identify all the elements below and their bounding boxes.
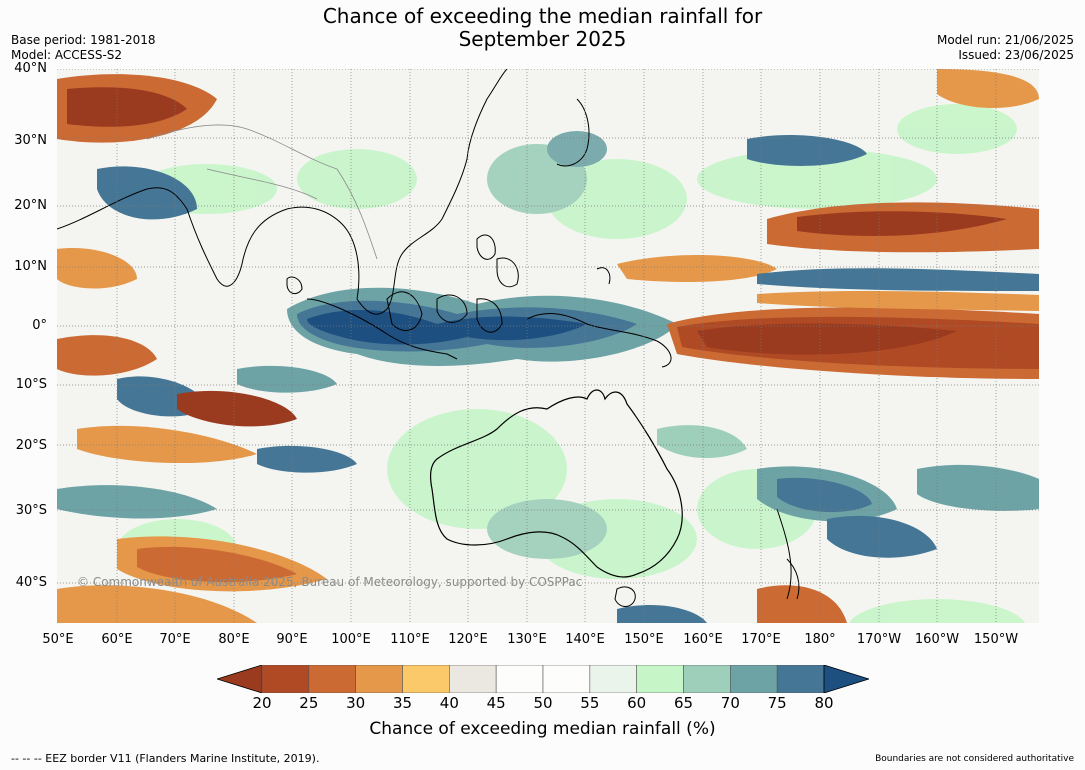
lat-label: 20°S <box>15 438 47 453</box>
colorbar-tick-label: 35 <box>392 694 413 712</box>
lon-label: 100°E <box>331 632 371 647</box>
colorbar-tick-label: 25 <box>299 694 319 712</box>
lon-label: 180° <box>804 632 836 647</box>
colorbar-cell <box>776 665 825 693</box>
colorbar-cell <box>589 665 637 693</box>
colorbar-cell <box>636 665 684 693</box>
colorbar-label: Chance of exceeding median rainfall (%) <box>369 719 716 739</box>
eez-legend: -- -- -- EEZ border V11 (Flanders Marine… <box>11 752 320 765</box>
lat-label: 10°N <box>14 259 47 274</box>
colorbar-tick-label: 55 <box>580 694 600 712</box>
lon-label: 170°W <box>856 632 902 647</box>
colorbar-tick-label: 70 <box>720 694 740 712</box>
colorbar-tick-label: 30 <box>346 694 366 712</box>
colorbar-cell <box>449 665 497 693</box>
map-svg <box>57 69 1039 623</box>
colorbar-cell <box>261 665 310 693</box>
model-run: Model run: 21/06/2025 <box>936 33 1074 47</box>
lon-label: 150°W <box>973 632 1019 647</box>
lat-label: 40°N <box>14 61 47 76</box>
lon-label: 170°E <box>741 632 781 647</box>
lon-label: 160°E <box>683 632 723 647</box>
meta-left: Base period: 1981-2018 Model: ACCESS-S2 <box>11 33 156 63</box>
colorbar-cell <box>308 665 356 693</box>
lat-label: 20°N <box>14 198 47 213</box>
colorbar-cell <box>730 665 778 693</box>
title-line-2: September 2025 <box>458 27 627 51</box>
title-line-1: Chance of exceeding the median rainfall … <box>322 4 763 28</box>
lon-label: 90°E <box>276 632 308 647</box>
colorbar-cell <box>402 665 450 693</box>
colorbar-cell <box>495 665 544 693</box>
colorbar-arrow-high <box>823 665 869 693</box>
dry-signal-north-pacific <box>617 202 1039 311</box>
lon-label: 60°E <box>101 632 133 647</box>
copyright-watermark: © Commonwealth of Australia 2025, Bureau… <box>77 575 583 589</box>
boundary-disclaimer: Boundaries are not considered authoritat… <box>875 754 1074 764</box>
lat-label: 10°S <box>15 377 47 392</box>
colorbar-tick-label: 65 <box>673 694 694 712</box>
colorbar-tick-label: 80 <box>814 694 834 712</box>
colorbar-cell <box>355 665 403 693</box>
model-name: Model: ACCESS-S2 <box>11 48 123 62</box>
chart-title: Chance of exceeding the median rainfall … <box>0 5 1085 51</box>
meta-right: Model run: 21/06/2025 Issued: 23/06/2025 <box>937 33 1074 63</box>
tasmania-coastline <box>614 586 636 607</box>
colorbar-tick-label: 50 <box>533 694 553 712</box>
lat-label: 30°S <box>15 503 47 518</box>
lon-label: 150°E <box>624 632 664 647</box>
lon-label: 50°E <box>42 632 74 647</box>
lat-label: 40°S <box>15 575 47 590</box>
lat-label: 0° <box>32 318 47 333</box>
lon-label: 140°E <box>565 632 605 647</box>
colorbar <box>217 665 869 693</box>
colorbar-cell <box>542 665 591 693</box>
dry-signal-equatorial-pacific <box>667 307 1039 379</box>
base-period: Base period: 1981-2018 <box>11 33 156 47</box>
colorbar-tick-label: 60 <box>627 694 647 712</box>
rainfall-map <box>57 69 1039 623</box>
colorbar-tick-label: 45 <box>486 694 506 712</box>
lon-label: 80°E <box>218 632 250 647</box>
lon-label: 110°E <box>390 632 430 647</box>
colorbar-tick-label: 75 <box>767 694 787 712</box>
lat-label: 30°N <box>14 133 47 148</box>
asia-coastlines <box>57 69 800 600</box>
lon-label: 70°E <box>159 632 191 647</box>
country-borders <box>146 124 378 260</box>
colorbar-tick-label: 20 <box>252 694 272 712</box>
light-green-patches <box>117 104 1026 623</box>
lon-label: 130°E <box>507 632 547 647</box>
colorbar-tick-label: 40 <box>439 694 459 712</box>
south-indian-ocean-streaks <box>57 335 847 623</box>
lon-label: 120°E <box>448 632 488 647</box>
issued-date: Issued: 23/06/2025 <box>958 48 1074 62</box>
colorbar-cell <box>683 665 731 693</box>
lon-label: 160°W <box>914 632 960 647</box>
south-pacific-wet <box>657 425 1039 558</box>
australia-coastline <box>430 389 683 578</box>
graticule <box>57 69 1039 623</box>
colorbar-arrow-low <box>217 665 263 693</box>
